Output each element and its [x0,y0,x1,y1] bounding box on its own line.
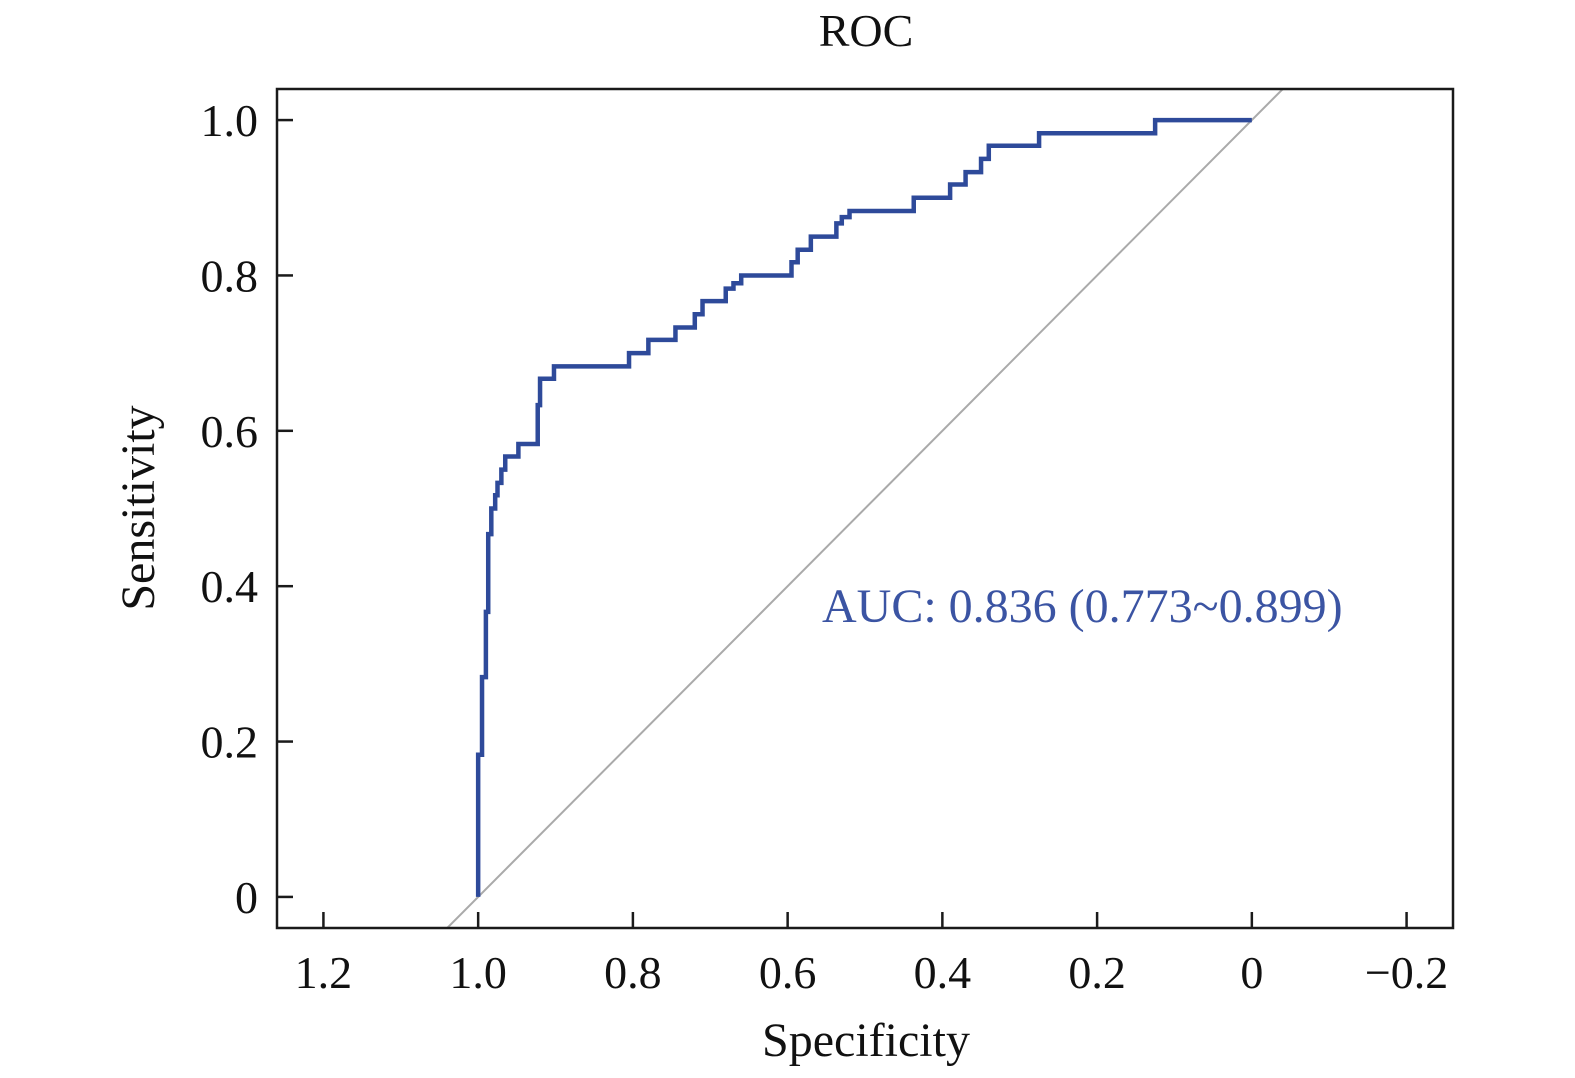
x-axis: 1.2 1.0 0.8 0.6 0.4 0.2 0 −0.2 [295,912,1448,998]
plot-area [446,89,1284,928]
x-tick-label: 0.8 [604,947,662,998]
y-tick-label: 0.4 [201,561,259,612]
x-tick-label: −0.2 [1365,947,1448,998]
y-tick-label: 0 [235,872,258,923]
y-tick-label: 0.8 [201,250,259,301]
y-tick-label: 0.2 [201,717,259,768]
x-tick-label: 1.0 [449,947,507,998]
chart-title: ROC [819,5,914,56]
y-axis: 0 0.2 0.4 0.6 0.8 1.0 [201,95,293,923]
y-axis-title: Sensitivity [112,405,165,610]
roc-curve-line [475,117,1252,897]
y-tick-label: 0.6 [201,406,259,457]
x-tick-label: 1.2 [295,947,353,998]
plot-frame [275,87,1455,930]
x-tick-label: 0.6 [759,947,817,998]
x-tick-label: 0 [1240,947,1263,998]
auc-annotation: AUC: 0.836 (0.773~0.899) [822,580,1343,633]
x-tick-label: 0.4 [914,947,972,998]
x-axis-title: Specificity [762,1014,970,1067]
y-tick-label: 1.0 [201,95,259,146]
x-tick-label: 0.2 [1068,947,1126,998]
reference-line [446,89,1284,928]
